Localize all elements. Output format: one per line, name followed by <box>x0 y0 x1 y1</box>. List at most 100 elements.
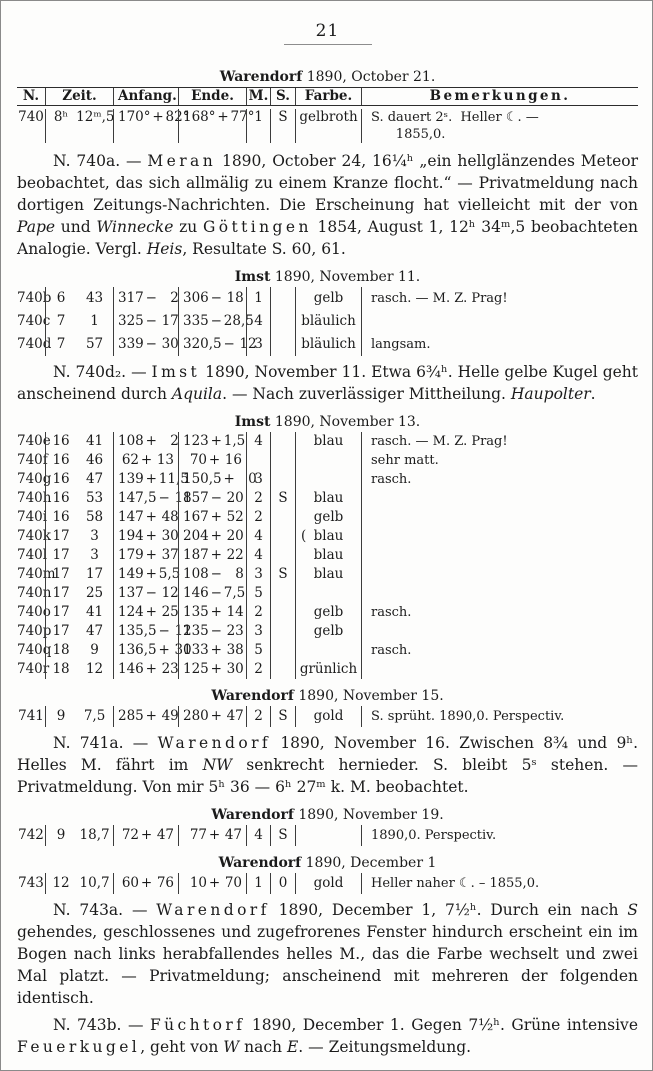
cell-m: 1 <box>246 873 270 894</box>
coord-second: 12 <box>239 336 257 352</box>
text-segment: 1890, December 1, 7½ʰ. Durch ein nach <box>269 901 628 919</box>
cell-number: 740p <box>17 623 52 639</box>
cell-anfang: 135,5−12 <box>113 622 192 641</box>
cell-s <box>270 310 295 333</box>
zeit-hour: 17 <box>52 623 70 639</box>
zeit-hour: 6 <box>56 290 66 306</box>
coord-first: 339 <box>118 336 144 352</box>
cell-number: 740c <box>17 313 51 329</box>
cell-farbe: gelb <box>295 603 361 622</box>
cell-farbe: bläulich <box>295 310 361 333</box>
coord-sign: + <box>152 109 164 125</box>
cell-anfang: 136,5 +30 <box>113 641 192 660</box>
text-segment: zu <box>173 218 203 236</box>
paragraph: N. 740d₂. — Imst 1890, November 11. Etwa… <box>17 361 638 405</box>
cell-farbe: gelb <box>295 287 361 310</box>
cell-zeit: 17 41 <box>45 603 113 622</box>
coord-sign: + <box>158 642 170 658</box>
zeit-minute: 3 <box>90 528 99 544</box>
cell-ende: 146−7,5 <box>178 584 246 603</box>
page-header: 21 <box>17 21 638 45</box>
text-segment: . — Nach zuverlässiger Mittheilung. <box>222 385 511 403</box>
farbe-value: bläulich <box>301 313 356 329</box>
cell-anfang: 146 +23 <box>113 660 179 679</box>
text-segment: 1890, December 1 <box>301 855 437 871</box>
zeit-minute: 7,5 <box>83 708 106 724</box>
cell-anfang: 317−2 <box>113 287 179 310</box>
coord-first: 77 <box>189 827 207 843</box>
coord-second: 12 <box>161 585 179 601</box>
coord-sign: − <box>145 290 157 306</box>
cell-number: 740k <box>17 528 51 544</box>
cell-number: 740q <box>17 642 52 658</box>
cell-anfang: 147 +48 <box>113 508 179 527</box>
cell-m: 5 <box>246 641 270 660</box>
cell-anfang: 72 +47 <box>113 825 178 846</box>
coord-first: 136,5 <box>118 642 157 658</box>
farbe-value: blau <box>313 528 344 544</box>
cell-anfang: 108 +2 <box>113 432 179 451</box>
cell-zeit: 16 53 <box>45 489 113 508</box>
cell-anfang: 179 +37 <box>113 546 179 565</box>
coord-sign: + <box>208 875 221 891</box>
coord-second: 30 <box>226 661 244 677</box>
cell-farbe: blau <box>295 489 361 508</box>
cell-anfang: 170° +82° <box>113 109 189 143</box>
cell-ende: 150,5 +0 <box>178 470 257 489</box>
cell-anfang: 325−17 <box>113 310 179 333</box>
coord-second: 0 <box>248 471 257 487</box>
text-segment: Meran <box>147 152 217 170</box>
coord-first: 187 <box>183 547 209 563</box>
coord-first: 135,5 <box>118 623 157 639</box>
coord-sign: + <box>210 708 222 724</box>
coord-second: 37 <box>161 547 179 563</box>
zeit-hour: 17 <box>52 566 70 582</box>
cell-s: S <box>270 825 295 846</box>
coord-sign: + <box>210 433 222 449</box>
text-segment: N. 743a. — <box>53 901 157 919</box>
cell-ende: 306−18 <box>178 287 246 310</box>
text-segment: N. 740a. — <box>53 152 148 170</box>
table-row: 740l 17 3 179 +37 187 +22 4 blau <box>17 546 638 565</box>
cell-bemerkungen: S. dauert 2ˢ. Heller ☾. — 1855,0. <box>361 109 638 143</box>
text-segment: gehendes, geschlossenes und zugefrorenes… <box>17 923 638 1007</box>
zeit-minute: 46 <box>85 452 104 468</box>
cell-ende: 320,5−12 <box>178 333 257 356</box>
coord-sign: − <box>145 313 157 329</box>
farbe-value: bläulich <box>301 336 356 352</box>
cell-zeit: 9 18,7 <box>45 825 113 846</box>
zeit-hour: 18 <box>52 642 70 658</box>
coord-first: 135 <box>183 604 209 620</box>
cell-ende: 77 +47 <box>178 825 246 846</box>
coord-second: 76 <box>156 875 174 891</box>
column-header: Zeit. <box>45 88 113 105</box>
cell-zeit: 17 3 <box>45 546 113 565</box>
cell-number: 740i <box>17 509 48 525</box>
cell-number: 741 <box>18 708 44 724</box>
cell-ende: 157−20 <box>178 489 246 508</box>
cell-m: 4 <box>246 432 270 451</box>
cell-s: S <box>270 565 295 584</box>
cell-m: 2 <box>246 660 270 679</box>
cell-farbe: blau <box>295 546 361 565</box>
cell-farbe: bläulich <box>295 333 361 356</box>
text-segment: Heis <box>146 240 183 258</box>
cell-ende: 280 +47 <box>178 706 246 727</box>
cell-zeit: 18 9 <box>45 641 113 660</box>
text-segment: Haupolter <box>510 385 591 403</box>
cell-s <box>270 641 295 660</box>
stray-mark: ( <box>301 528 307 544</box>
zeit-minute: 47 <box>85 623 104 639</box>
column-header: Farbe. <box>295 88 361 105</box>
paragraph: N. 743b. — Füchtorf 1890, December 1. Ge… <box>17 1014 638 1058</box>
coord-second: 77° <box>230 109 255 125</box>
cell-farbe: grünlich <box>295 660 361 679</box>
cell-number: 740h <box>17 490 52 506</box>
column-header: M. <box>246 88 270 105</box>
coord-first: 108 <box>183 566 209 582</box>
cell-bemerkungen <box>361 489 638 508</box>
coord-first: 137 <box>118 585 144 601</box>
text-segment: 1890, November 19. <box>293 807 444 823</box>
cell-bemerkungen <box>361 310 638 333</box>
